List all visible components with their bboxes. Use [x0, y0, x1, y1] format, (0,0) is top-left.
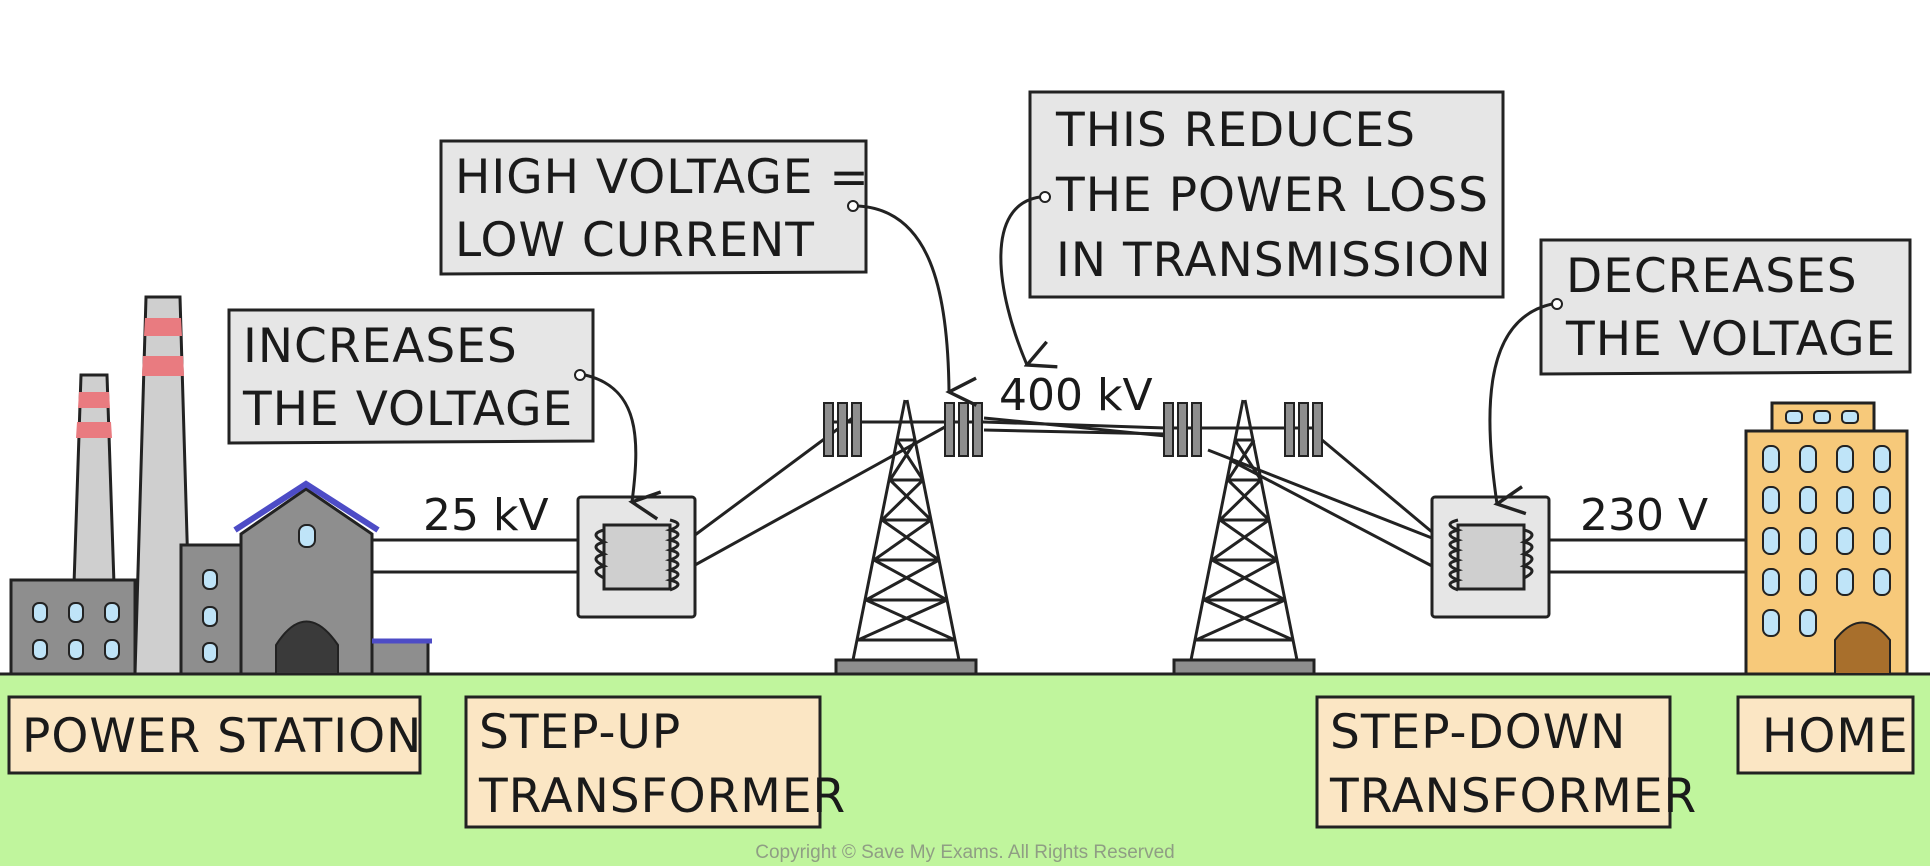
- power-station-icon: [9, 295, 432, 676]
- step-up-transformer-icon: [576, 495, 697, 619]
- label-step-down-line2: TRANSFORMER: [1329, 769, 1697, 824]
- label-power-station-text: POWER STATION: [22, 709, 422, 764]
- callout-reduces-line3: IN TRANSMISSION: [1056, 233, 1492, 288]
- pylon-right-icon: [1163, 399, 1323, 676]
- callout-decreases: DECREASES THE VOLTAGE: [1488, 238, 1912, 504]
- callout-high-voltage-line2: LOW CURRENT: [455, 213, 815, 268]
- callout-reduces-loss: THIS REDUCES THE POWER LOSS IN TRANSMISS…: [999, 90, 1505, 365]
- label-step-down-line1: STEP-DOWN: [1330, 705, 1626, 760]
- label-step-up-transformer: STEP-UP TRANSFORMER: [464, 695, 846, 829]
- callout-decreases-line2: THE VOLTAGE: [1565, 312, 1896, 367]
- label-step-up-line1: STEP-UP: [479, 705, 681, 760]
- wire-tower-stepdown-3: [1229, 458, 1433, 568]
- wire-tower-stepdown-2: [1321, 438, 1433, 534]
- step-down-transformer-icon: [1430, 495, 1551, 619]
- callout-high-voltage-line1: HIGH VOLTAGE =: [455, 150, 870, 205]
- callout-reduces-line1: THIS REDUCES: [1055, 103, 1416, 158]
- callout-increases: INCREASES THE VOLTAGE: [227, 308, 636, 502]
- callout-decreases-line1: DECREASES: [1566, 249, 1858, 304]
- transmission-wire-1: [983, 420, 1167, 430]
- copyright-text: Copyright © Save My Exams. All Rights Re…: [755, 842, 1174, 863]
- transmission-wire-3: [983, 416, 1167, 438]
- callout-increases-line2: THE VOLTAGE: [242, 382, 573, 437]
- label-power-station: POWER STATION: [7, 695, 422, 775]
- wire-tower-stepdown-1: [1207, 448, 1433, 540]
- label-home: HOME: [1736, 695, 1915, 775]
- voltage-transmission: 400 kV: [999, 370, 1153, 421]
- label-step-up-line2: TRANSFORMER: [478, 769, 846, 824]
- callout-increases-line1: INCREASES: [243, 319, 518, 374]
- voltage-station-output: 25 kV: [423, 490, 549, 541]
- callout-reduces-line2: THE POWER LOSS: [1055, 168, 1489, 223]
- voltage-home-supply: 230 V: [1580, 490, 1708, 541]
- callout-high-voltage: HIGH VOLTAGE = LOW CURRENT: [439, 139, 949, 392]
- home-building-icon: [1744, 401, 1909, 676]
- pylon-left-icon: [823, 399, 984, 676]
- label-home-text: HOME: [1762, 709, 1909, 764]
- label-step-down-transformer: STEP-DOWN TRANSFORMER: [1315, 695, 1697, 829]
